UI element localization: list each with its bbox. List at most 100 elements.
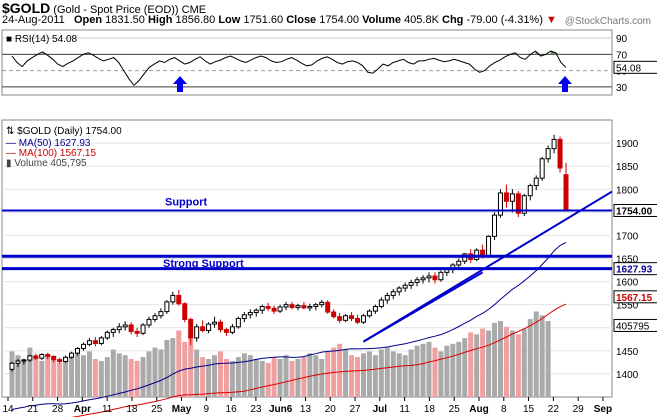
volume-bar [474,334,480,397]
price-tick-label: 1900 [616,139,639,150]
candle-body [301,305,307,309]
volume-bar [75,349,81,397]
volume-bar [390,351,396,397]
candle-body [492,214,498,237]
candle-body [420,277,426,281]
volume-bar [301,357,307,397]
candle-body [170,294,176,303]
candle-body [378,299,384,308]
x-tick-label: 18 [424,404,436,415]
volume-bar [69,353,75,397]
candle-body [533,177,539,187]
down-arrow-icon: ▼ [545,14,557,26]
candle-body [307,306,313,309]
price-tick-label: 1450 [616,347,639,358]
volume-bar [521,328,527,397]
candle-body [277,306,283,312]
volume-bar [158,349,164,397]
rsi-legend-text: RSI(14) 54.08 [14,34,78,45]
watermark: @StockCharts.com [564,16,651,27]
high-value: 1856.80 [175,14,216,26]
ma50-swatch: — [6,138,16,149]
date: 24-Aug-2011 [2,14,65,26]
volume-bar [289,360,295,397]
x-tick-label: 29 [573,404,585,415]
volume-bar [545,321,551,397]
volume-bar [235,357,241,397]
x-tick-label: 8 [501,404,507,415]
candle-body [265,306,271,309]
legend-main-text: $GOLD (Daily) 1754.00 [17,126,122,137]
open-value: 1831.50 [105,14,145,26]
candle-body [337,316,343,321]
price-tick-label: 1400 [616,370,639,381]
candle-body [271,307,277,312]
ma50-line [11,241,567,410]
volume-swatch-icon: ▮ [6,158,12,169]
x-tick-label: Aug [469,404,488,415]
candle-body [122,324,128,328]
volume-bar [170,338,176,397]
exchange: CME [181,4,207,16]
candle-body [396,287,402,293]
candle-body [360,315,366,323]
candle-body [110,329,116,333]
volume-bar [515,334,521,397]
candle-body [176,294,182,305]
rsi-value-label: 54.08 [616,63,641,74]
volume-bar [313,355,319,397]
rsi-arrow-left-icon [173,76,187,92]
ma100-value-label-box [613,290,657,304]
volume-bar [492,322,498,397]
rsi-value-box [613,60,657,74]
candle-body [182,303,188,320]
volume-bar [271,357,277,397]
volume-bar [503,326,509,397]
candle-body [355,318,361,323]
x-tick-label: 22 [548,404,560,415]
candle-body [128,324,134,332]
volume-bar [116,353,122,397]
volume-bar [355,357,361,397]
volume-bar [468,332,474,397]
x-tick-label: May [172,404,192,415]
chart-header: $GOLD (Gold - Spot Price (EOD)) CME [2,0,206,16]
price-tick-label: 1700 [616,231,639,242]
volume-bar [307,353,313,397]
candle-body [408,282,414,286]
candle-body [134,330,140,334]
candle-legend-icon: ⇅ [6,126,15,137]
candle-body [69,352,75,358]
high-label: High [147,14,173,26]
volume-bar [128,359,134,397]
volume-bar [152,347,158,397]
candle-body [152,315,158,320]
legend-ma100-text: MA(100) 1567.15 [18,148,97,159]
candle-body [104,331,110,339]
volume-bar [533,311,539,397]
candle-body [295,305,301,308]
volume-bar [366,351,372,397]
ohlc-line: 24-Aug-2011 Open 1831.50 High 1856.80 Lo… [2,14,557,26]
volume-bar [206,359,212,397]
volume-bar [414,345,420,397]
volume-bar [426,341,432,397]
x-tick-label: 14 [2,404,14,415]
volume-bar [212,355,218,397]
volume-bar [462,338,468,397]
legend-volume: ▮ Volume 405,795 [6,158,87,169]
candle-body [116,326,122,331]
candle-body [92,340,98,344]
candle-body [229,326,235,333]
volume-bar [372,355,378,397]
candle-body [86,340,92,345]
volume-bar [444,345,450,397]
candle-body [223,329,229,333]
volume-bar [265,362,271,397]
volume-bar [21,359,27,397]
candle-body [414,279,420,284]
candle-body [164,301,170,313]
candle-body [27,355,33,361]
close-value-label-box [613,203,657,217]
